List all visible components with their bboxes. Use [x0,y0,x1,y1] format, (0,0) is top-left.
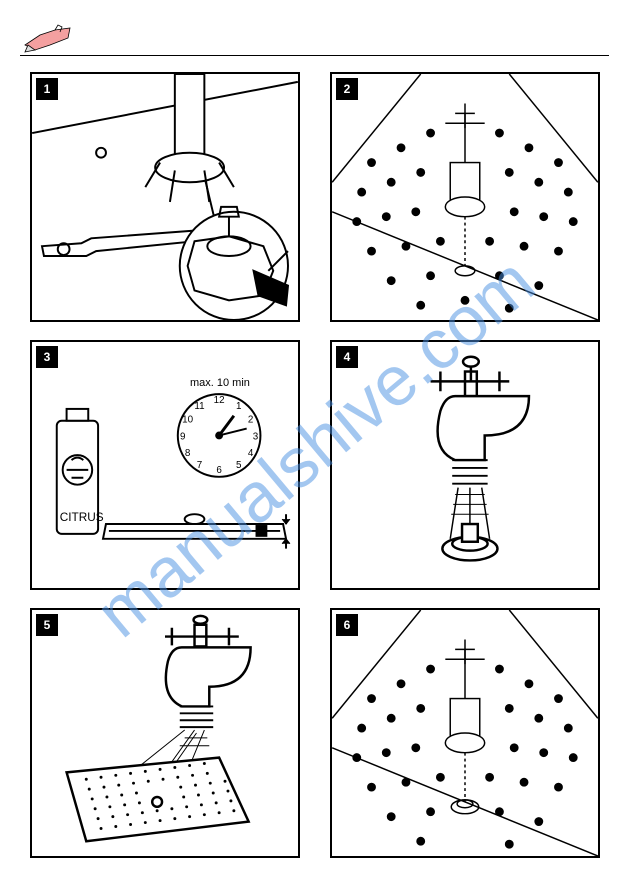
svg-text:1: 1 [236,401,241,412]
cleaning-icon [20,20,80,55]
svg-text:2: 2 [248,415,253,426]
svg-text:5: 5 [236,460,242,471]
illustration-disassembly [32,74,298,320]
illustration-reassembly [332,610,598,856]
step-number: 5 [36,614,58,636]
svg-text:11: 11 [194,401,204,412]
step-number: 2 [336,78,358,100]
header-divider [20,55,609,56]
step-number: 3 [36,346,58,368]
illustration-rinse-plate [32,610,298,856]
panel-step-5: 5 [30,608,300,858]
step-number: 6 [336,614,358,636]
time-label: max. 10 min [190,377,250,389]
svg-text:9: 9 [180,431,185,442]
step-number: 4 [336,346,358,368]
svg-text:10: 10 [182,415,193,426]
svg-text:12: 12 [214,395,225,406]
svg-text:3: 3 [253,431,259,442]
panel-step-6: 6 [330,608,600,858]
illustration-rinse-part [332,342,598,588]
illustration-soak: 12 12 3 45 6 78 9 1011 [32,342,298,588]
panel-step-2: 2 [330,72,600,322]
svg-text:8: 8 [185,448,191,459]
manual-page: manualshive.com 1 [0,0,629,893]
step-number: 1 [36,78,58,100]
panel-step-1: 1 [30,72,300,322]
bottle-label: CITRUS [60,510,104,524]
panel-step-4: 4 [330,340,600,590]
svg-text:7: 7 [197,460,202,471]
svg-text:6: 6 [216,465,222,476]
panel-step-3: 3 max. 10 min 12 12 3 45 6 78 9 1011 [30,340,300,590]
illustration-showerhead-top [332,74,598,320]
svg-text:4: 4 [248,448,254,459]
